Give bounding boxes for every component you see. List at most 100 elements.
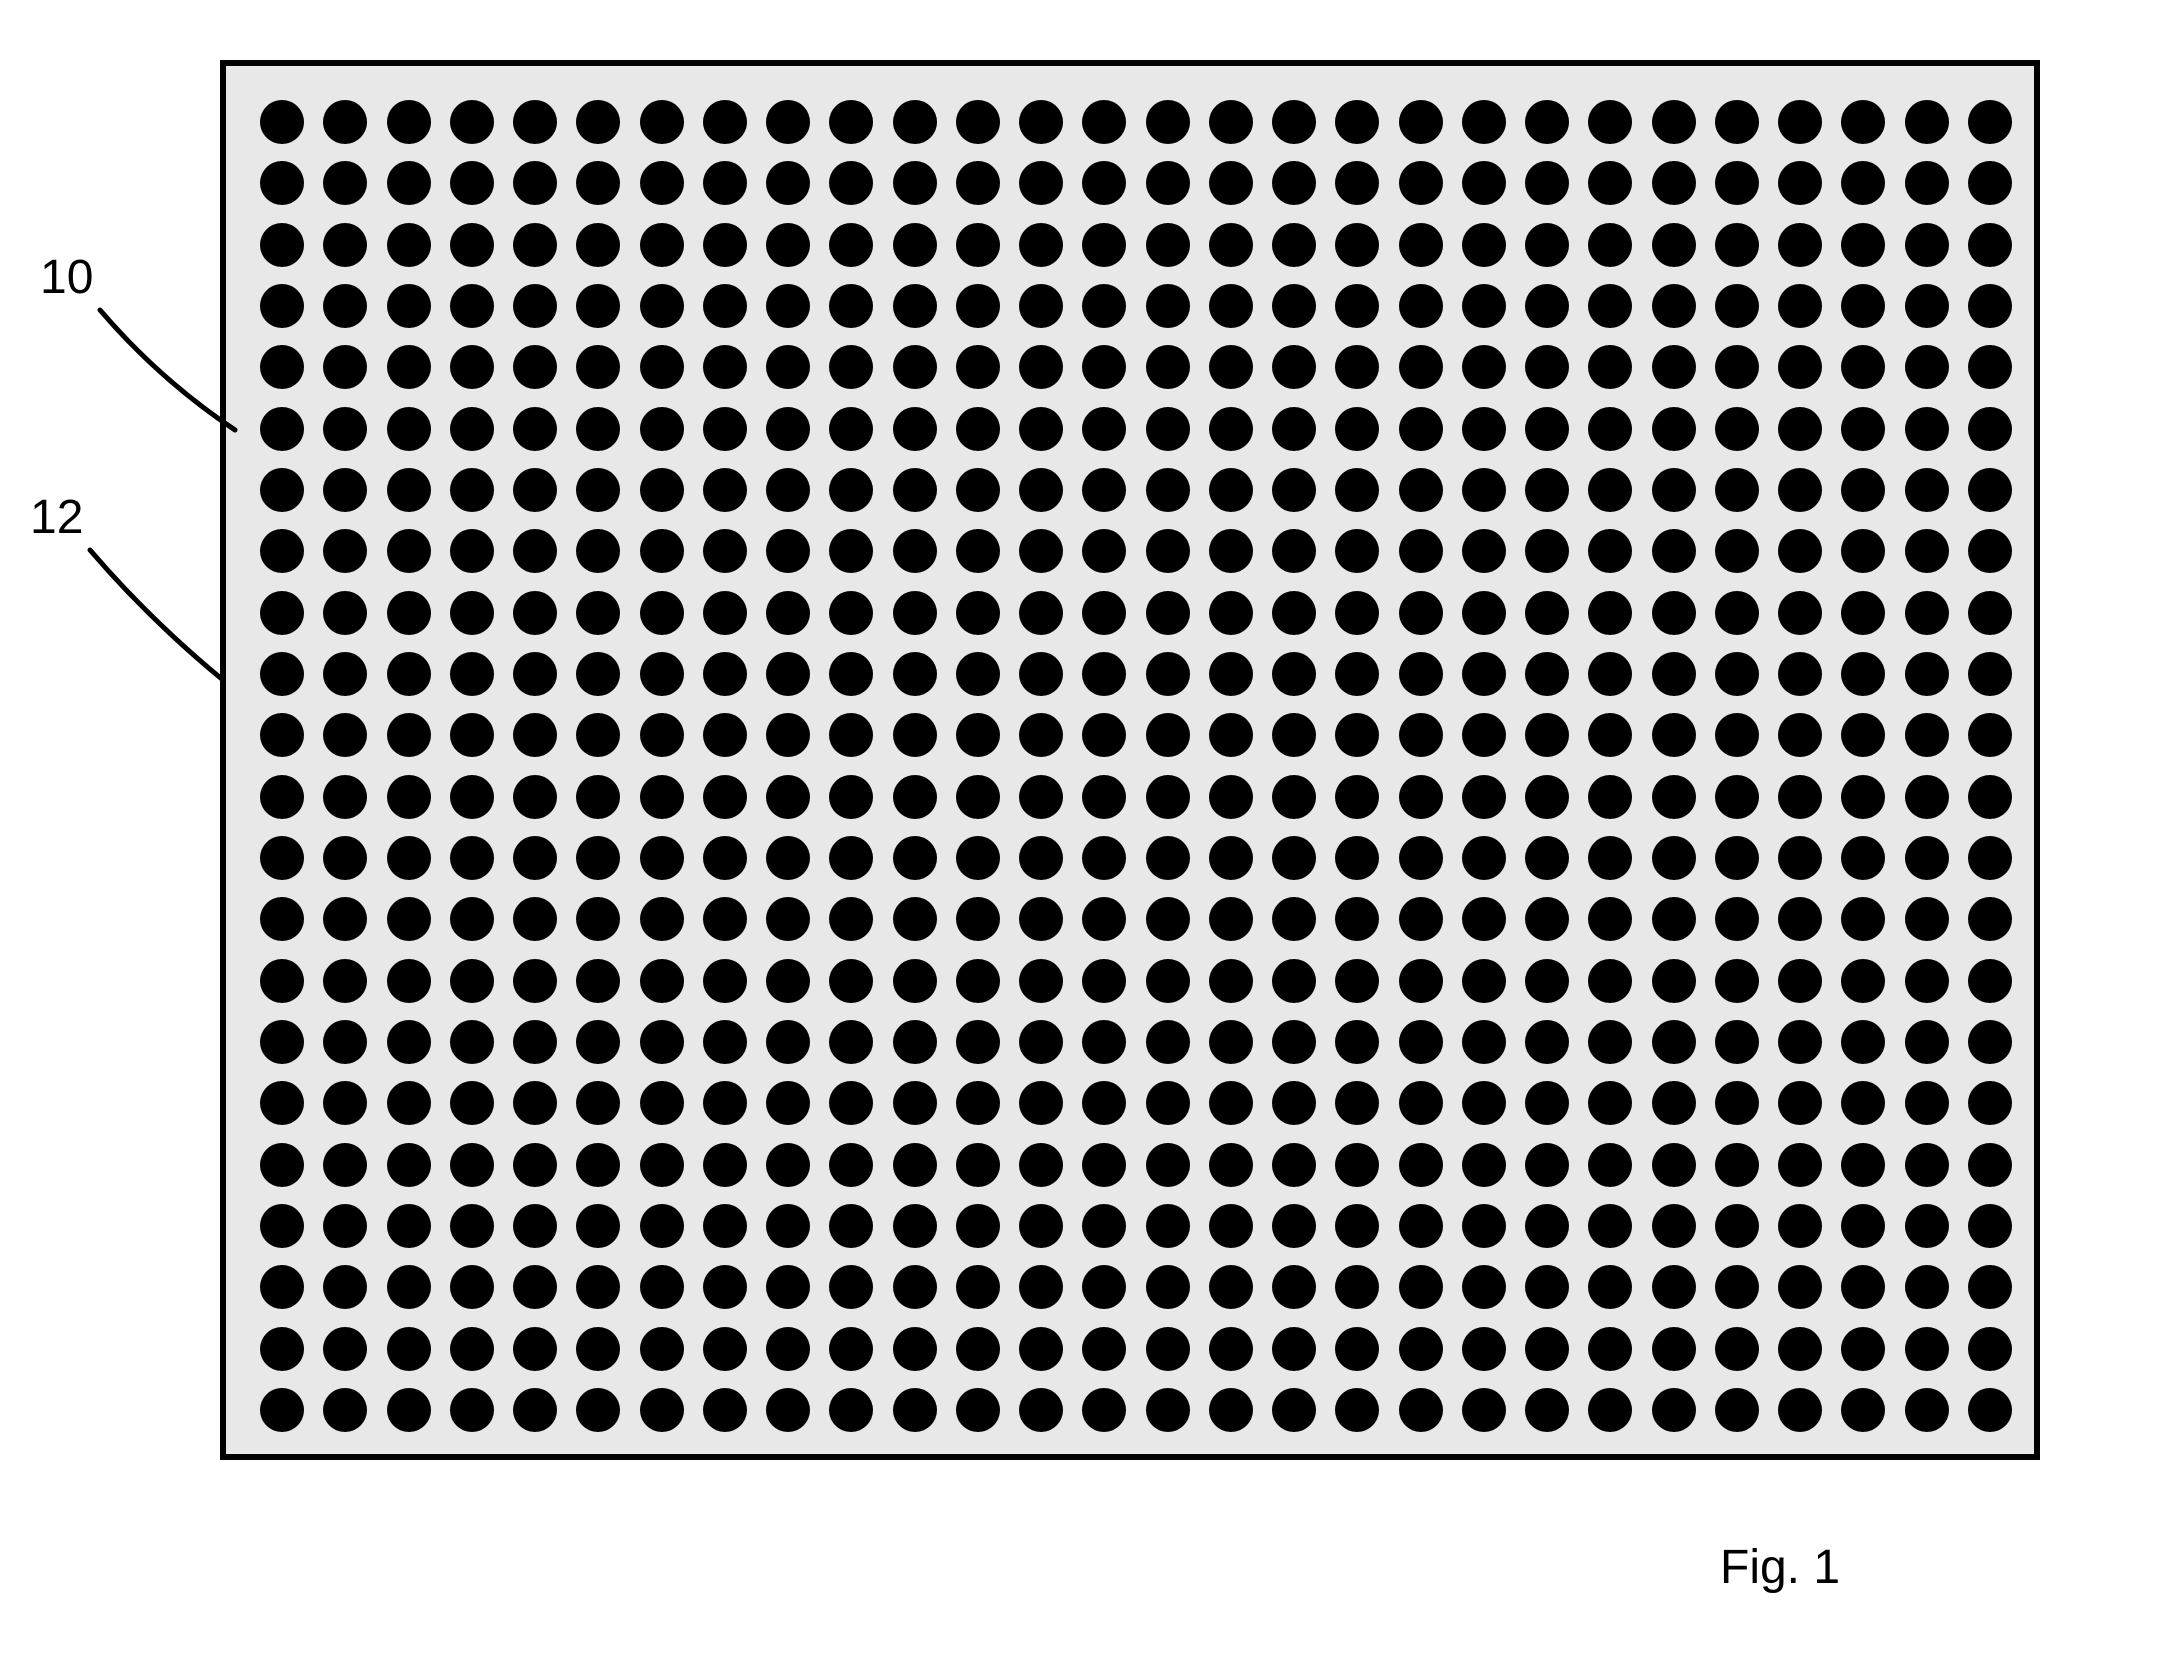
grid-dot [1778, 407, 1822, 451]
grid-dot [1462, 529, 1506, 573]
grid-dot [387, 1388, 431, 1432]
grid-dot [450, 1388, 494, 1432]
grid-dot [1019, 652, 1063, 696]
dot-plate [220, 60, 2040, 1460]
grid-dot [1209, 1143, 1253, 1187]
grid-dot [1019, 775, 1063, 819]
grid-dot [1525, 284, 1569, 328]
grid-dot [1272, 1327, 1316, 1371]
grid-dot [576, 468, 620, 512]
grid-dot [1399, 959, 1443, 1003]
grid-dot [766, 1388, 810, 1432]
grid-dot [1462, 775, 1506, 819]
grid-dot [1082, 345, 1126, 389]
grid-dot [1778, 100, 1822, 144]
grid-dot [640, 1388, 684, 1432]
grid-dot [1399, 1204, 1443, 1248]
grid-dot [1082, 959, 1126, 1003]
grid-dot [1209, 407, 1253, 451]
grid-dot [1082, 897, 1126, 941]
grid-dot [1968, 1020, 2012, 1064]
grid-dot [956, 897, 1000, 941]
grid-dot [1968, 1143, 2012, 1187]
grid-dot [956, 284, 1000, 328]
grid-dot [893, 468, 937, 512]
grid-dot [1778, 1204, 1822, 1248]
grid-dot [1525, 959, 1569, 1003]
grid-dot [1588, 959, 1632, 1003]
grid-dot [956, 161, 1000, 205]
grid-dot [703, 775, 747, 819]
grid-dot [1209, 652, 1253, 696]
grid-dot [893, 1265, 937, 1309]
grid-dot [1462, 1143, 1506, 1187]
grid-dot [513, 223, 557, 267]
grid-dot [1146, 1388, 1190, 1432]
grid-dot [1335, 100, 1379, 144]
grid-dot [1146, 468, 1190, 512]
figure-caption: Fig. 1 [1720, 1540, 1840, 1595]
grid-dot [387, 345, 431, 389]
grid-dot [766, 591, 810, 635]
grid-dot [766, 1327, 810, 1371]
grid-dot [576, 223, 620, 267]
grid-dot [1715, 1388, 1759, 1432]
grid-dot [893, 1327, 937, 1371]
grid-dot [893, 223, 937, 267]
grid-dot [829, 345, 873, 389]
grid-dot [1462, 223, 1506, 267]
grid-dot [1082, 591, 1126, 635]
grid-dot [766, 1143, 810, 1187]
grid-dot [703, 1204, 747, 1248]
grid-dot [956, 529, 1000, 573]
grid-dot [1841, 284, 1885, 328]
grid-dot [513, 161, 557, 205]
grid-dot [829, 284, 873, 328]
grid-dot [513, 468, 557, 512]
grid-dot [1335, 529, 1379, 573]
grid-dot [1146, 407, 1190, 451]
grid-dot [1588, 161, 1632, 205]
leader-line [100, 310, 235, 430]
grid-dot [260, 897, 304, 941]
grid-dot [829, 959, 873, 1003]
grid-dot [1082, 1020, 1126, 1064]
grid-dot [1335, 1081, 1379, 1125]
grid-dot [1146, 1081, 1190, 1125]
grid-dot [323, 1327, 367, 1371]
grid-dot [1652, 100, 1696, 144]
grid-dot [1715, 959, 1759, 1003]
figure-stage: 1012 Fig. 1 [0, 0, 2157, 1655]
grid-dot [1715, 1265, 1759, 1309]
grid-dot [513, 529, 557, 573]
grid-dot [1588, 223, 1632, 267]
grid-dot [1652, 959, 1696, 1003]
grid-dot [766, 1081, 810, 1125]
grid-dot [513, 1081, 557, 1125]
grid-dot [766, 897, 810, 941]
grid-dot [387, 1204, 431, 1248]
grid-dot [1462, 1204, 1506, 1248]
grid-dot [640, 897, 684, 941]
grid-dot [513, 836, 557, 880]
grid-dot [1146, 1143, 1190, 1187]
grid-dot [1146, 775, 1190, 819]
grid-dot [513, 407, 557, 451]
grid-dot [956, 1388, 1000, 1432]
grid-dot [1778, 775, 1822, 819]
grid-dot [893, 1143, 937, 1187]
grid-dot [1335, 713, 1379, 757]
grid-dot [1652, 1020, 1696, 1064]
grid-dot [956, 345, 1000, 389]
grid-dot [1588, 1265, 1632, 1309]
grid-dot [703, 161, 747, 205]
grid-dot [323, 713, 367, 757]
grid-dot [766, 100, 810, 144]
grid-dot [1905, 1020, 1949, 1064]
grid-dot [1209, 775, 1253, 819]
grid-dot [1209, 897, 1253, 941]
grid-dot [893, 284, 937, 328]
grid-dot [1778, 1265, 1822, 1309]
grid-dot [829, 897, 873, 941]
grid-dot [1588, 1143, 1632, 1187]
